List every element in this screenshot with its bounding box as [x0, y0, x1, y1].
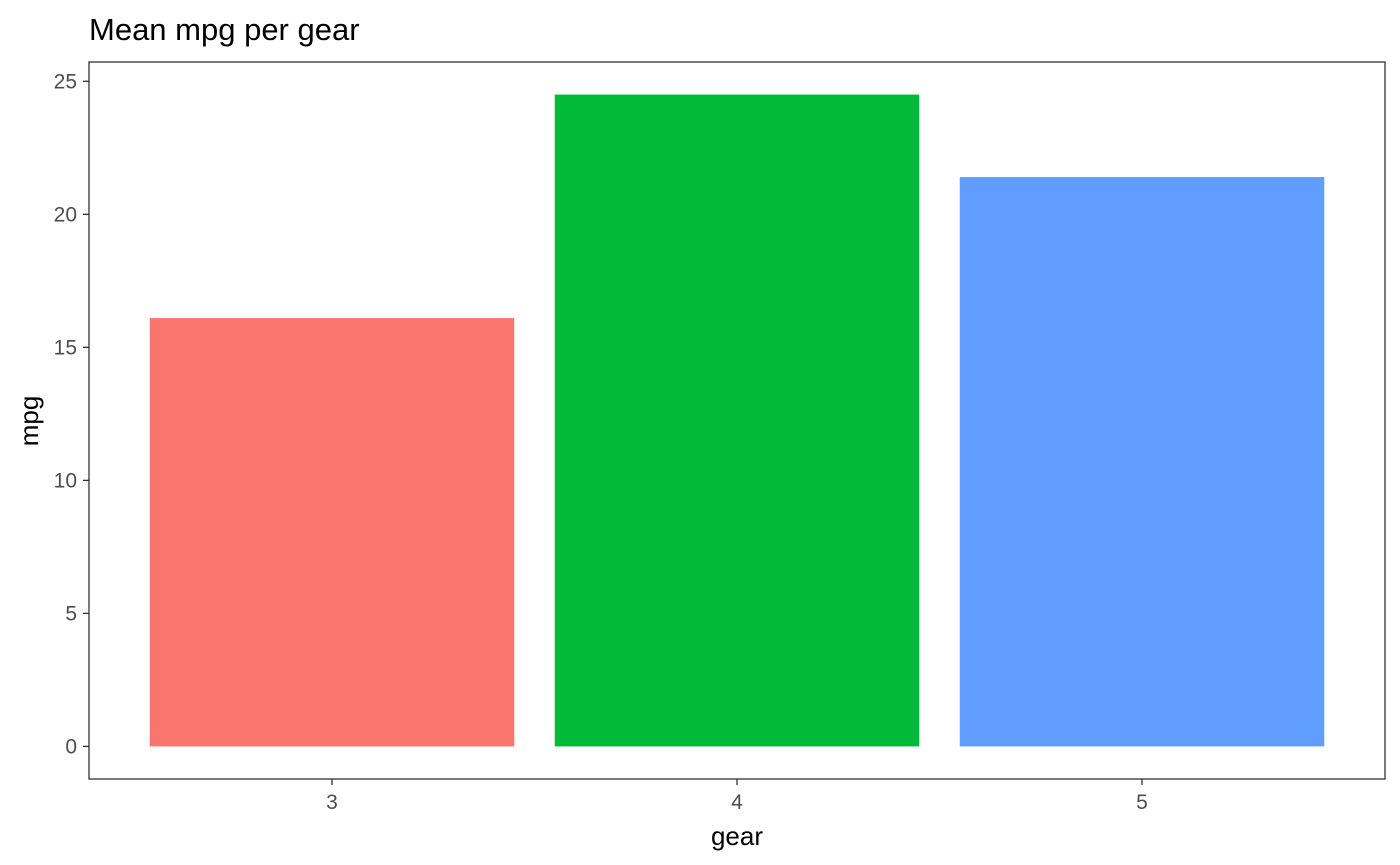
bars-layer [149, 94, 1325, 747]
chart-title: Mean mpg per gear [89, 12, 360, 47]
x-tick-label: 4 [731, 791, 743, 814]
y-tick-label: 10 [54, 469, 77, 492]
x-tick-label: 3 [326, 791, 338, 814]
bar-gear-5 [959, 177, 1325, 747]
x-axis-title: gear [711, 821, 763, 851]
y-tick-label: 20 [54, 203, 77, 226]
y-tick-label: 25 [54, 70, 77, 93]
y-tick-label: 5 [65, 602, 77, 625]
y-tick-label: 15 [54, 336, 77, 359]
y-axis: 0 5 10 15 20 25 [54, 70, 89, 758]
x-tick-label: 5 [1136, 791, 1148, 814]
y-axis-title: mpg [14, 396, 44, 447]
bar-gear-3 [149, 318, 515, 747]
y-tick-label: 0 [65, 735, 77, 758]
x-axis: 3 4 5 [326, 779, 1148, 814]
bar-gear-4 [554, 94, 920, 747]
